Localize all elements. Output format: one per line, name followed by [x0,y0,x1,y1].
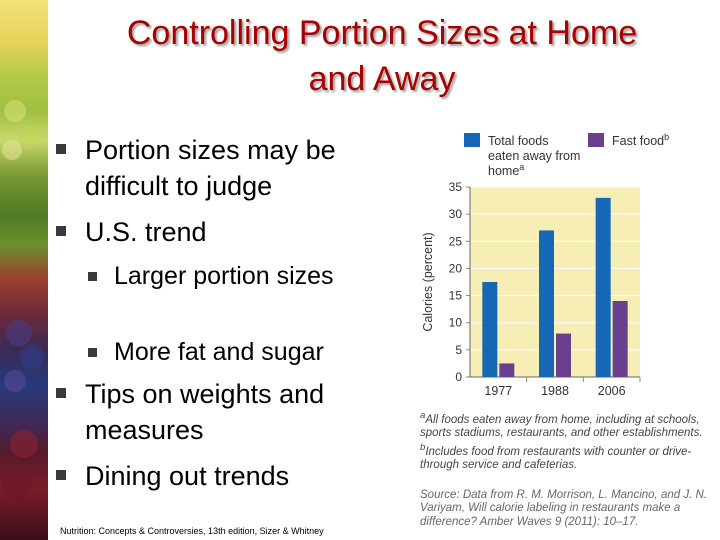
footnote-b-text: Includes food from restaurants with coun… [420,445,692,472]
slide-title-line-1: Controlling Portion Sizes at Home [126,14,638,52]
y-tick-label: 5 [455,343,462,357]
sub-bullet-marker-icon [88,272,97,281]
footnote-b: bIncludes food from restaurants with cou… [420,441,710,473]
slide-title-line-2: and Away [308,60,456,98]
chart-source: Source: Data from R. M. Morrison, L. Man… [420,488,707,528]
sub-bullet-text: Larger portion sizes [114,262,334,290]
bullet-marker-icon [56,388,66,398]
chart-notes: aAll foods eaten away from home, includi… [420,409,710,529]
slide-footer: Nutrition: Concepts & Controversies, 13t… [60,526,324,536]
bar-fast-food-1977 [499,363,515,377]
legend-label: Fast foodb [612,132,669,148]
y-tick-label: 20 [449,261,463,275]
y-tick-label: 15 [449,289,463,303]
y-tick-label: 0 [455,370,462,384]
legend-swatch [588,133,604,147]
footnote-a-text: All foods eaten away from home, includin… [420,413,703,440]
y-tick-label: 30 [449,207,463,221]
bar-chart: 0 5 10 15 20 25 30 35 Calories (percent) 1977 1988… [421,132,669,398]
sub-bullet-marker-icon [88,348,97,357]
y-tick-label: 10 [449,316,463,330]
bullet-marker-icon [56,226,66,236]
footnote-a-marker: a [420,410,426,421]
legend-swatch [464,133,480,147]
slide-title: Controlling Portion Sizes at Home and Aw… [52,10,712,102]
bar-total-foods-1977 [482,282,498,377]
chart-panel: 0 5 10 15 20 25 30 35 Calories (percent) 1977 1988… [420,125,720,540]
x-tick-label: 2006 [598,384,626,398]
bar-total-foods-1988 [539,230,554,377]
y-tick-label: 25 [449,234,463,248]
x-tick-label: 1988 [541,384,569,398]
bar-fast-food-2006 [612,301,628,377]
bar-fast-food-1988 [556,333,571,377]
y-tick-label: 35 [449,180,463,194]
plot-background [470,187,640,377]
x-tick-label: 1977 [484,384,512,398]
footnote-a: aAll foods eaten away from home, includi… [420,409,710,441]
bullet-text: U.S. trend [85,217,207,247]
y-axis-label: Calories (percent) [421,232,435,331]
sub-bullet-text: More fat and sugar [114,338,324,366]
bullet-marker-icon [56,144,66,154]
legend-label: Total foods eaten away from homea [488,134,580,178]
bar-total-foods-2006 [595,197,611,377]
footnote-b-marker: b [420,441,426,453]
bullet-text: Dining out trends [85,461,290,491]
food-photo-strip [0,0,48,540]
bullet-text: Tips on weights and measures [85,379,325,445]
bullet-text: Portion sizes may be difficult to judge [85,135,336,201]
bullet-marker-icon [56,470,66,480]
